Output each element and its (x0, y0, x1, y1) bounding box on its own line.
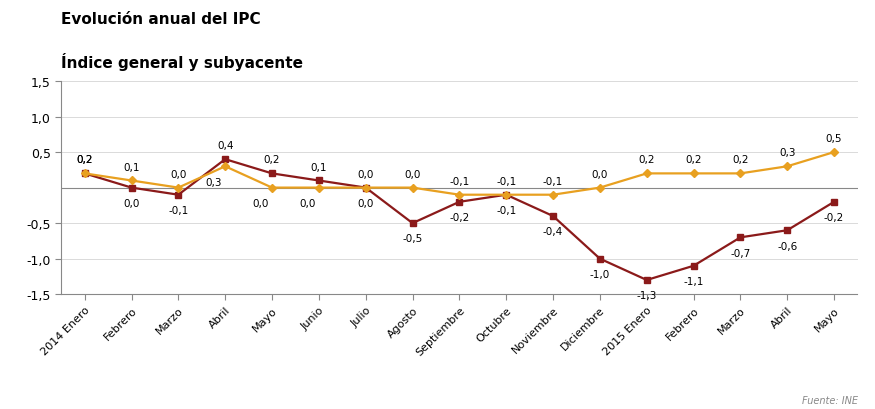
Text: 0,2: 0,2 (685, 155, 702, 165)
Text: 0,0: 0,0 (253, 198, 270, 208)
Text: -0,4: -0,4 (542, 227, 564, 237)
Text: 0,0: 0,0 (299, 198, 316, 208)
Text: 0,0: 0,0 (358, 198, 374, 208)
Text: 0,2: 0,2 (76, 155, 93, 165)
Text: 0,0: 0,0 (358, 169, 374, 179)
Text: -0,7: -0,7 (731, 248, 751, 258)
Text: 0,3: 0,3 (779, 148, 795, 158)
Text: -0,5: -0,5 (402, 234, 423, 244)
Text: -0,1: -0,1 (496, 205, 516, 216)
Text: -1,0: -1,0 (590, 269, 610, 279)
Text: Fuente: INE: Fuente: INE (802, 395, 858, 405)
Text: 0,1: 0,1 (123, 162, 140, 172)
Text: -0,1: -0,1 (496, 176, 516, 187)
Text: Índice general y subyacente: Índice general y subyacente (61, 53, 304, 71)
Text: -1,3: -1,3 (636, 290, 657, 301)
Text: 0,2: 0,2 (76, 155, 93, 165)
Text: 0,2: 0,2 (732, 155, 749, 165)
Text: 0,2: 0,2 (263, 155, 280, 165)
Text: 0,2: 0,2 (639, 155, 655, 165)
Text: -0,2: -0,2 (824, 213, 844, 222)
Text: 0,4: 0,4 (217, 141, 234, 151)
Text: -0,1: -0,1 (168, 205, 188, 216)
Text: -0,1: -0,1 (449, 176, 470, 187)
Text: 0,1: 0,1 (311, 162, 327, 172)
Text: 0,0: 0,0 (170, 169, 186, 179)
Text: 0,5: 0,5 (826, 134, 843, 144)
Text: -1,1: -1,1 (683, 276, 704, 286)
Text: 0,0: 0,0 (404, 169, 421, 179)
Text: -0,6: -0,6 (777, 241, 797, 251)
Text: Evolución anual del IPC: Evolución anual del IPC (61, 12, 261, 27)
Text: 0,0: 0,0 (123, 198, 140, 208)
Text: -0,2: -0,2 (449, 213, 470, 222)
Text: 0,0: 0,0 (592, 169, 608, 179)
Text: -0,1: -0,1 (542, 176, 564, 187)
Text: 0,3: 0,3 (206, 177, 222, 187)
